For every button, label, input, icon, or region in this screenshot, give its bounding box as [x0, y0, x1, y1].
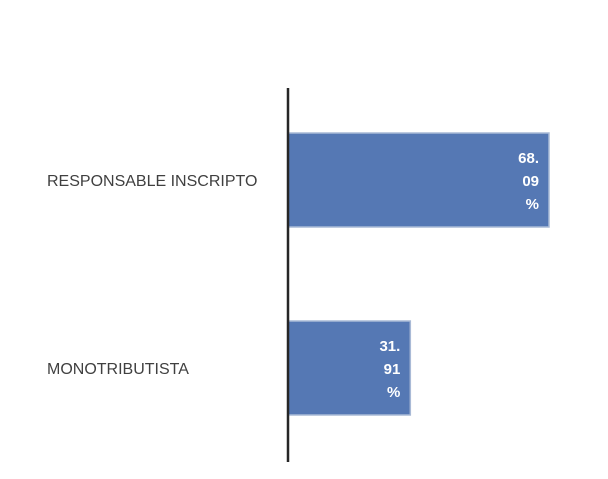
- category-label-1: RESPONSABLE INSCRIPTO: [47, 173, 257, 190]
- value-label-2-line-1: 31.: [379, 338, 400, 355]
- category-label-2: MONOTRIBUTISTA: [47, 361, 189, 378]
- bar-1: [287, 132, 550, 228]
- value-label-2-line-2: 91: [384, 361, 401, 378]
- value-label-1-line-1: 68.: [518, 150, 539, 167]
- bars-layer: [287, 132, 550, 416]
- value-label-1-line-3: %: [526, 196, 539, 213]
- value-label-1-line-2: 09: [522, 173, 539, 190]
- labels-layer: RESPONSABLE INSCRIPTO 68. 09% MONOTRIBUTIST…: [47, 150, 539, 401]
- value-label-2-line-3: %: [387, 384, 400, 401]
- bar-2: [287, 320, 412, 416]
